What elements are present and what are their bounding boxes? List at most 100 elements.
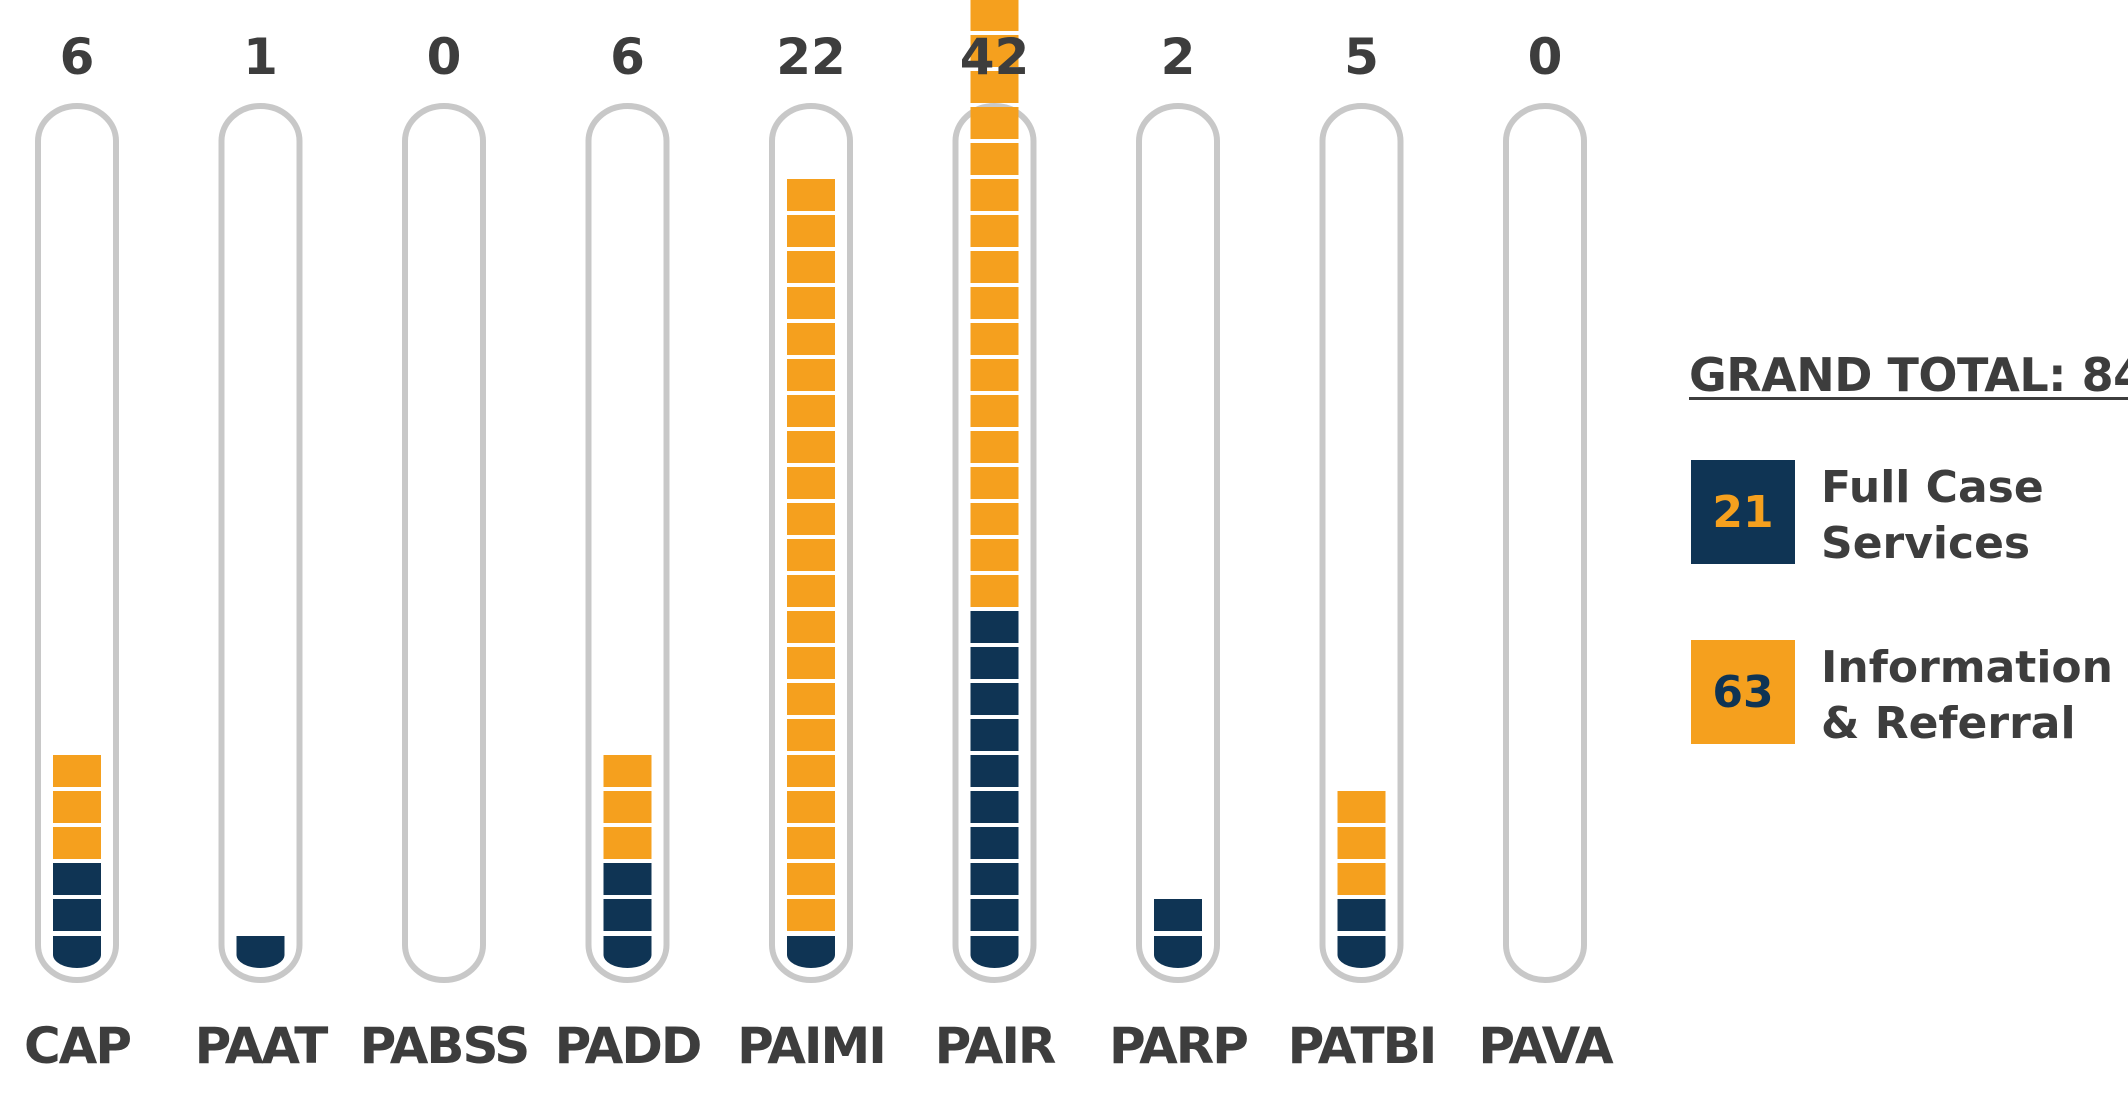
bar-segment (603, 936, 652, 968)
bar-segment (1154, 936, 1202, 968)
bar-segment (970, 719, 1019, 751)
bar-segment (970, 215, 1019, 247)
bar-segment (787, 539, 835, 571)
bar-segment (787, 791, 835, 823)
bar-segment (787, 215, 835, 247)
bar-segment (970, 179, 1019, 211)
tube-outline (1319, 103, 1404, 983)
tube-pair: 42 PAIR (935, 0, 1058, 1075)
bar-segment (1337, 791, 1386, 823)
legend-label-line1: Full Case (1821, 462, 2044, 513)
bar-segment (53, 899, 101, 931)
bar-segment (1337, 863, 1386, 895)
tube-patbi: 5 PATBI (1288, 28, 1438, 1075)
legend-item-full-case: 21 Full Case Services (1691, 460, 2121, 569)
category-label: PARP (1109, 1017, 1247, 1075)
bar-segment (787, 611, 835, 643)
tube-pava: 0 PAVA (1478, 28, 1616, 1075)
category-label: PATBI (1288, 1017, 1436, 1075)
bar-segment (603, 791, 652, 823)
bar-segment (970, 143, 1019, 175)
total-label: 1 (243, 28, 278, 86)
bar-segment (970, 611, 1019, 643)
bar-segment (787, 719, 835, 751)
bar-segment (53, 936, 101, 968)
tube-paimi: 22 PAIMI (737, 28, 887, 1075)
tubes-group: 6 CAP 1 PAAT 0 PABSS 6 PADD 22 PAIMI 42 PAIR 2 PARP 5 P… (24, 0, 1616, 1075)
bar-segment (787, 575, 835, 607)
bar-segment (787, 755, 835, 787)
tube-padd: 6 PADD (555, 28, 703, 1075)
bar-segment (787, 323, 835, 355)
bar-segment (603, 755, 652, 787)
total-label: 6 (60, 28, 95, 86)
category-label: PADD (555, 1017, 701, 1075)
bar-segment (970, 791, 1019, 823)
bar-segment (970, 431, 1019, 463)
bar-segment (787, 899, 835, 931)
tube-paat: 1 PAAT (195, 28, 331, 1075)
bar-segment (970, 251, 1019, 283)
tube-outline (1136, 103, 1220, 983)
bar-segment (1337, 936, 1386, 968)
tube-outline (1503, 103, 1587, 983)
bar-segment (787, 467, 835, 499)
total-label: 2 (1161, 28, 1196, 86)
bar-segment (970, 0, 1019, 31)
bar-segment (1337, 899, 1386, 931)
bar-segment (603, 827, 652, 859)
tube-outline (402, 103, 486, 983)
bar-segment (970, 287, 1019, 319)
bar-segment (970, 503, 1019, 535)
bar-segment (787, 936, 835, 968)
bar-segment (603, 863, 652, 895)
bar-segment (970, 827, 1019, 859)
bar-segment (1154, 899, 1202, 931)
total-label: 42 (960, 28, 1030, 86)
bar-segment (1337, 827, 1386, 859)
bar-segment (970, 647, 1019, 679)
tube-parp: 2 PARP (1109, 28, 1249, 1075)
legend-label-line2: & Referral (1821, 698, 2076, 749)
legend-value-info-referral: 63 (1712, 666, 1774, 718)
bar-segment (787, 395, 835, 427)
bar-segment (787, 503, 835, 535)
tube-cap: 6 CAP (24, 28, 132, 1075)
legend-label-line1: Information (1821, 642, 2113, 693)
bar-segment (970, 35, 1019, 67)
total-label: 0 (1528, 28, 1563, 86)
bar-segment (53, 863, 101, 895)
grand-total-label: GRAND TOTAL: 84 (1689, 348, 2128, 402)
tube-pabss: 0 PABSS (360, 28, 531, 1075)
legend-value-full-case: 21 (1712, 486, 1774, 538)
tube-outline (218, 103, 303, 983)
bar-segment (970, 899, 1019, 931)
legend-label-line2: Services (1821, 518, 2031, 569)
legend-item-info-referral: 63 Information & Referral (1691, 640, 2121, 749)
legend-swatch-full-case: 21 (1691, 460, 1795, 564)
bar-segment (970, 539, 1019, 571)
bar-segment (787, 287, 835, 319)
total-label: 6 (610, 28, 645, 86)
category-label: PAIMI (737, 1017, 885, 1075)
category-label: PAAT (195, 1017, 329, 1075)
bar-segment (53, 755, 101, 787)
total-label: 0 (427, 28, 462, 86)
bar-segment (787, 683, 835, 715)
category-label: PABSS (360, 1017, 529, 1075)
bar-segment (603, 899, 652, 931)
bar-segment (787, 359, 835, 391)
bar-segment (787, 647, 835, 679)
bar-segment (970, 683, 1019, 715)
bar-segment (970, 395, 1019, 427)
category-label: CAP (24, 1017, 130, 1075)
bar-segment (236, 936, 285, 968)
bar-segment (970, 359, 1019, 391)
bar-segment (970, 323, 1019, 355)
category-label: PAVA (1478, 1017, 1614, 1075)
total-label: 22 (776, 28, 846, 86)
bar-segment (970, 575, 1019, 607)
bar-segment (53, 827, 101, 859)
legend: GRAND TOTAL: 84 21 Full Case Services 63… (1689, 348, 2128, 749)
